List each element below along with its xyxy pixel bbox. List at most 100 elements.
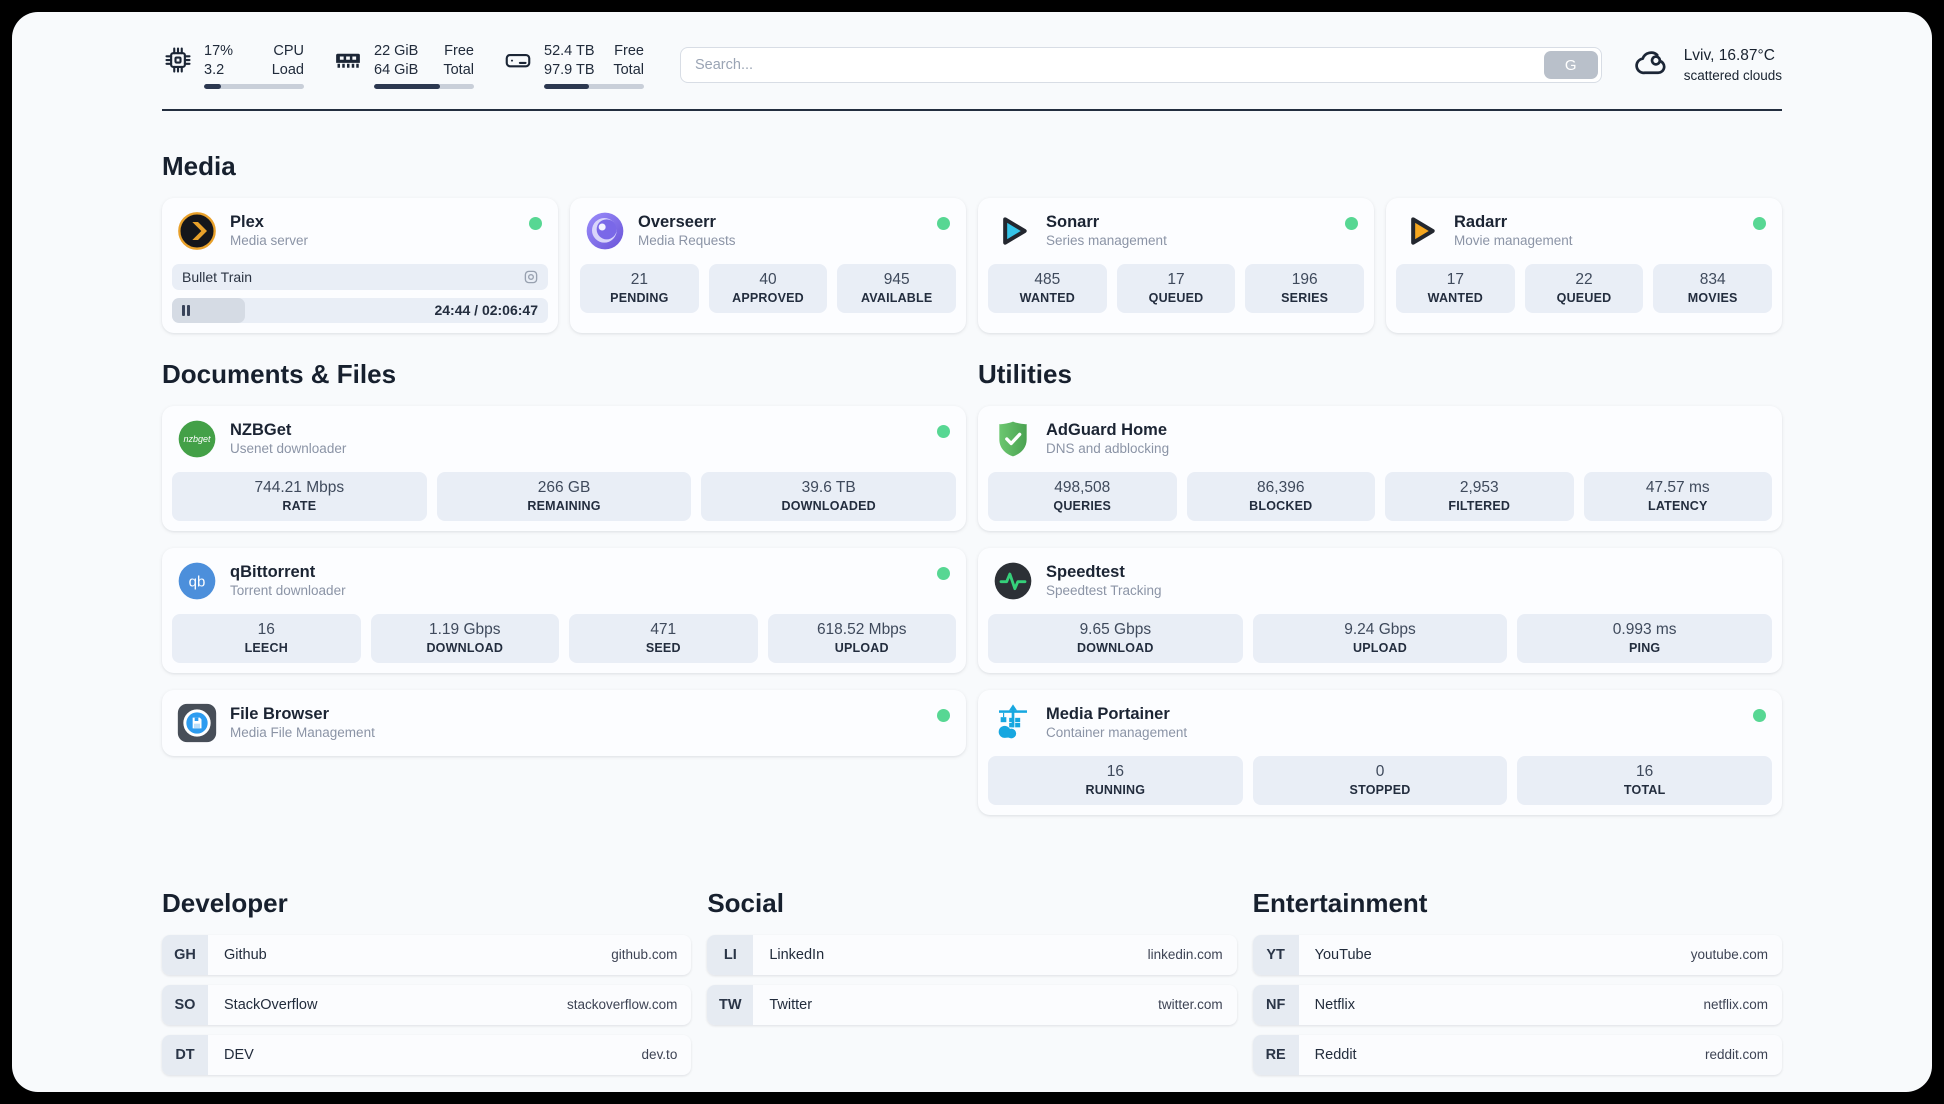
disk-free-label: Free	[614, 43, 644, 59]
link-name: StackOverflow	[224, 996, 318, 1013]
status-dot	[1753, 216, 1766, 230]
weather-condition: scattered clouds	[1683, 67, 1782, 83]
portainer-crane-icon	[993, 703, 1033, 743]
hard-drive-icon	[502, 44, 534, 76]
ram-progress-fill	[374, 83, 440, 89]
stat-box: 266 GB REMAINING	[436, 471, 692, 521]
app-card-nzbget[interactable]: nzbget NZBGet Usenet downloader 744.21 M…	[162, 405, 966, 531]
app-subtitle: Series management	[1046, 233, 1167, 249]
app-card-sonarr[interactable]: Sonarr Series management 485 WANTED 17 Q…	[978, 197, 1374, 333]
app-title: NZBGet	[230, 420, 292, 439]
weather-widget: Lviv, 16.87°C scattered clouds	[1634, 45, 1782, 86]
stat-box: 485 WANTED	[988, 263, 1107, 313]
playback-time: 24:44 / 02:06:47	[434, 302, 538, 319]
status-dot	[1753, 708, 1766, 722]
link-row-stackoverflow[interactable]: SO StackOverflow stackoverflow.com	[162, 984, 692, 1025]
system-monitor-widgets: 17% 3.2 CPU Load	[162, 42, 644, 89]
ram-free-label: Free	[444, 43, 474, 59]
stat-box: 471 SEED	[569, 613, 758, 663]
link-row-reddit[interactable]: RE Reddit reddit.com	[1252, 1034, 1782, 1075]
stat-box: 1.19 Gbps DOWNLOAD	[370, 613, 559, 663]
app-card-plex[interactable]: Plex Media server Bullet Train	[162, 197, 558, 333]
stat-box: 9.65 Gbps DOWNLOAD	[988, 613, 1243, 663]
link-url: github.com	[611, 947, 678, 963]
cpu-load-value: 3.2	[204, 61, 225, 78]
now-playing-row: Bullet Train	[172, 263, 548, 290]
status-dot	[937, 216, 950, 230]
section-title-documents: Documents & Files	[162, 358, 397, 389]
search-bar: G	[680, 47, 1602, 84]
stat-box: 39.6 TB DOWNLOADED	[701, 471, 957, 521]
section-title-media: Media	[162, 150, 236, 181]
nzbget-icon: nzbget	[177, 419, 217, 459]
app-subtitle: Media Requests	[638, 233, 736, 249]
link-row-netflix[interactable]: NF Netflix netflix.com	[1252, 984, 1782, 1025]
status-dot	[937, 566, 950, 580]
app-title: qBittorrent	[230, 562, 316, 581]
section-title-entertainment: Entertainment	[1252, 887, 1428, 918]
app-title: Radarr	[1454, 212, 1508, 231]
svg-text:qb: qb	[189, 573, 206, 590]
search-input[interactable]	[680, 47, 1602, 84]
stat-box: 0 STOPPED	[1252, 755, 1508, 805]
stat-box: 17 QUEUED	[1116, 263, 1236, 313]
link-row-youtube[interactable]: YT YouTube youtube.com	[1252, 934, 1782, 975]
app-card-speedtest[interactable]: Speedtest Speedtest Tracking 9.65 Gbps D…	[978, 547, 1782, 673]
status-dot	[937, 424, 950, 438]
link-row-dev[interactable]: DT DEV dev.to	[162, 1034, 692, 1075]
weather-location: Lviv, 16.87°C	[1683, 46, 1775, 64]
stat-box: 945 AVAILABLE	[837, 263, 957, 313]
stat-box: 618.52 Mbps UPLOAD	[767, 613, 956, 663]
app-card-adguard[interactable]: AdGuard Home DNS and adblocking 498,508 …	[978, 405, 1782, 531]
app-title: File Browser	[230, 704, 330, 723]
app-subtitle: Speedtest Tracking	[1046, 583, 1162, 599]
link-row-linkedin[interactable]: LI LinkedIn linkedin.com	[707, 934, 1237, 975]
filebrowser-icon	[177, 703, 217, 743]
link-name: Twitter	[769, 996, 813, 1013]
link-row-github[interactable]: GH Github github.com	[162, 934, 692, 975]
stat-box: 9.24 Gbps UPLOAD	[1252, 613, 1508, 663]
app-card-qbittorrent[interactable]: qb qBittorrent Torrent downloader 16 LEE…	[162, 547, 966, 673]
svg-text:nzbget: nzbget	[183, 434, 211, 444]
section-title-social: Social	[707, 887, 784, 918]
media-preview-icon[interactable]	[522, 268, 540, 286]
ram-progress-bar	[374, 83, 474, 89]
link-url: netflix.com	[1703, 997, 1768, 1013]
stat-box: 86,396 BLOCKED	[1186, 471, 1375, 521]
link-url: stackoverflow.com	[567, 997, 678, 1013]
app-card-filebrowser[interactable]: File Browser Media File Management	[162, 689, 966, 756]
cpu-widget: 17% 3.2 CPU Load	[162, 42, 304, 89]
app-card-portainer[interactable]: Media Portainer Container management 16 …	[978, 689, 1782, 815]
link-url: linkedin.com	[1147, 947, 1223, 963]
app-subtitle: Media server	[230, 233, 309, 249]
link-url: youtube.com	[1690, 947, 1768, 963]
app-title: AdGuard Home	[1046, 420, 1168, 439]
top-bar: 17% 3.2 CPU Load	[162, 42, 1782, 89]
now-playing-title: Bullet Train	[182, 268, 253, 285]
app-title: Speedtest	[1046, 562, 1125, 581]
link-row-twitter[interactable]: TW Twitter twitter.com	[707, 984, 1237, 1025]
app-card-overseerr[interactable]: Overseerr Media Requests 21 PENDING 40 A…	[570, 197, 966, 333]
cpu-icon	[162, 44, 194, 76]
stat-box: 16 RUNNING	[988, 755, 1243, 805]
status-dot	[529, 216, 542, 230]
stat-box: 16 LEECH	[172, 613, 361, 663]
pause-icon[interactable]	[182, 304, 190, 316]
disk-total-label: Total	[613, 61, 644, 78]
section-title-utilities: Utilities	[978, 358, 1072, 389]
sonarr-icon	[993, 211, 1033, 251]
playback-progress-bar: 24:44 / 02:06:47	[172, 297, 548, 323]
search-engine-button[interactable]: G	[1543, 51, 1598, 80]
app-card-radarr[interactable]: Radarr Movie management 17 WANTED 22 QUE…	[1386, 197, 1782, 333]
overseerr-icon	[585, 211, 625, 251]
ram-total-value: 64 GiB	[374, 61, 419, 78]
link-abbr-badge: DT	[162, 1034, 208, 1075]
link-name: DEV	[224, 1046, 254, 1063]
link-name: Github	[224, 946, 267, 963]
app-subtitle: Container management	[1046, 725, 1188, 741]
cpu-progress-bar	[204, 83, 304, 89]
link-abbr-badge: RE	[1252, 1034, 1299, 1075]
app-subtitle: Usenet downloader	[230, 441, 347, 457]
link-url: twitter.com	[1158, 997, 1223, 1013]
app-subtitle: Movie management	[1454, 233, 1573, 249]
